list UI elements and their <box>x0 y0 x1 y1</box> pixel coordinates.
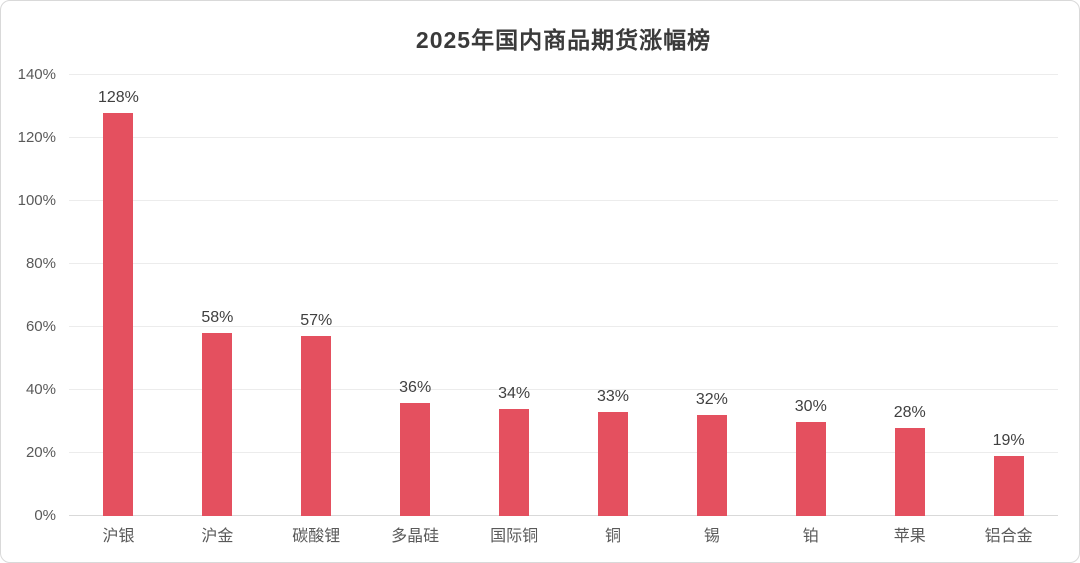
bar <box>894 427 925 516</box>
bar-series: 128% 58% 57% 36% 34% 33% 32% 30% 28% 19% <box>69 75 1058 516</box>
x-axis-category-label: 锡 <box>703 528 720 545</box>
bar-slot: 34% <box>465 75 564 516</box>
y-axis: 0% 20% 40% 60% 80% 100% 120% 140% <box>1 66 56 524</box>
bar-value-label: 32% <box>695 391 728 409</box>
gridline <box>69 389 1058 390</box>
x-axis-category-label: 沪金 <box>201 528 234 545</box>
bar <box>103 112 134 516</box>
x-axis-category-label: 铝合金 <box>984 528 1033 545</box>
bar <box>202 333 233 516</box>
x-axis-category-label: 碳酸锂 <box>292 528 341 545</box>
bar <box>499 408 530 516</box>
bar-value-label: 33% <box>596 388 629 406</box>
bar-slot: 33% <box>564 75 663 516</box>
chart-title: 2025年国内商品期货涨幅榜 <box>415 27 712 53</box>
bar-value-label: 19% <box>992 432 1025 450</box>
bar-value-label: 36% <box>399 378 432 396</box>
y-axis-tick-label: 120% <box>17 129 56 146</box>
gridline <box>69 200 1058 201</box>
x-axis-category-label: 国际铜 <box>490 528 539 545</box>
gridline <box>69 452 1058 453</box>
gridline <box>69 74 1058 75</box>
bar-value-label: 57% <box>300 312 333 330</box>
gridline <box>69 263 1058 264</box>
bar-slot: 32% <box>662 75 761 516</box>
bar-value-label: 28% <box>893 403 926 421</box>
bar <box>301 336 332 516</box>
y-axis-tick-label: 40% <box>25 381 56 399</box>
plot-area: 128% 58% 57% 36% 34% 33% 32% 30% 28% 19% <box>69 74 1058 516</box>
bar-slot: 36% <box>366 75 465 516</box>
gridline <box>69 326 1058 327</box>
y-axis-tick-label: 0% <box>34 507 56 524</box>
x-axis: 沪银 沪金 碳酸锂 多晶硅 国际铜 铜 锡 铂 苹果 铝合金 <box>69 522 1058 546</box>
x-axis-category-label: 苹果 <box>893 528 926 545</box>
bar-slot: 19% <box>959 75 1058 516</box>
bar-value-label: 128% <box>97 88 139 106</box>
bar <box>993 456 1024 516</box>
bar-slot: 30% <box>761 75 860 516</box>
bar-slot: 128% <box>69 75 168 516</box>
x-axis-category-label: 沪银 <box>102 528 135 545</box>
x-axis-line <box>69 515 1058 516</box>
bar <box>597 412 628 516</box>
bar <box>696 415 727 516</box>
x-axis-category-label: 铜 <box>604 528 621 545</box>
bar-value-label: 58% <box>201 309 234 327</box>
bar-slot: 58% <box>168 75 267 516</box>
bar-slot: 28% <box>860 75 959 516</box>
bar <box>400 402 431 516</box>
y-axis-tick-label: 140% <box>17 66 56 83</box>
y-axis-tick-label: 20% <box>25 444 56 462</box>
y-axis-tick-label: 80% <box>25 255 56 273</box>
y-axis-tick-label: 60% <box>25 318 56 335</box>
x-axis-category-label: 多晶硅 <box>391 528 440 545</box>
bar-value-label: 30% <box>794 397 827 415</box>
gridline <box>69 137 1058 138</box>
bar <box>795 421 826 516</box>
y-axis-tick-label: 100% <box>17 192 56 209</box>
bar-slot: 57% <box>267 75 366 516</box>
x-axis-category-label: 铂 <box>802 528 819 545</box>
bar-value-label: 34% <box>498 384 531 402</box>
